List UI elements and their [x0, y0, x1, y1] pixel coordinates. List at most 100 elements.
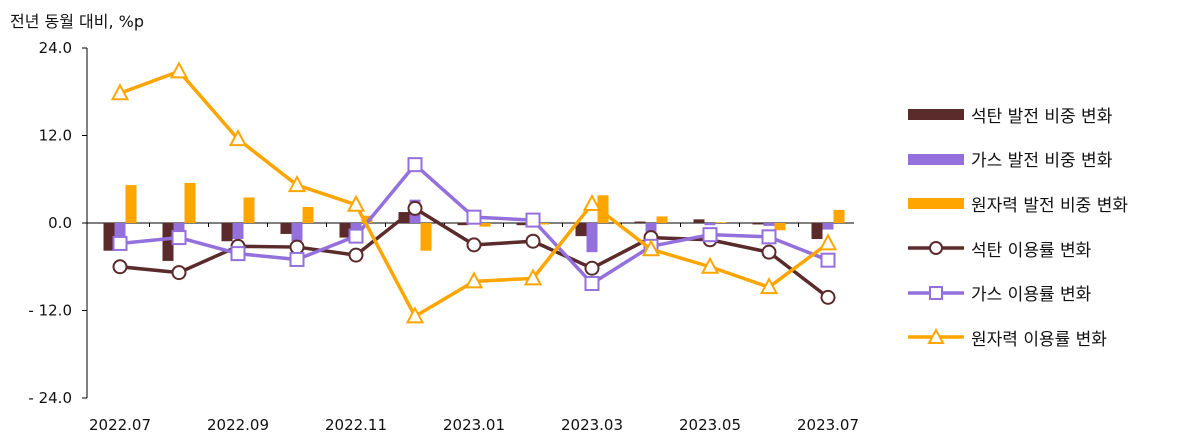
- data-point: [110, 83, 130, 101]
- data-point: [761, 229, 777, 245]
- data-point: [112, 259, 128, 275]
- bar: [634, 221, 646, 223]
- bar: [763, 223, 775, 226]
- bar: [656, 216, 668, 223]
- bar-series-group: [103, 182, 845, 261]
- legend-label: 석탄 이용률 변화: [971, 240, 1092, 261]
- y-tick-label: 0.0: [48, 214, 72, 232]
- legend-item-nuclear-util: 원자력 이용률 변화: [905, 315, 1128, 360]
- legend-label: 가스 이용률 변화: [971, 285, 1092, 306]
- legend-label: 가스 발전 비중 변화: [971, 151, 1113, 172]
- bar: [479, 223, 491, 227]
- bar: [361, 215, 373, 223]
- data-point: [466, 209, 482, 225]
- x-tick-label: 2023.05: [679, 416, 741, 434]
- data-point: [407, 157, 423, 173]
- x-tick-label: 2023.07: [797, 416, 859, 434]
- y-axis-unit-label: 전년 동월 대비, %p: [10, 12, 145, 31]
- x-tick-label: 2022.09: [207, 416, 269, 434]
- line-series-group: [110, 61, 838, 324]
- data-point: [289, 251, 305, 267]
- data-point: [523, 268, 543, 286]
- data-point: [761, 244, 777, 260]
- data-point: [348, 228, 364, 244]
- legend-label: 석탄 발전 비중 변화: [971, 106, 1113, 127]
- legend-label: 원자력 발전 비중 변화: [971, 195, 1128, 216]
- data-point: [820, 252, 836, 268]
- tick-labels: 24.0 12.0 0.0 - 12.0 - 24.0 2022.07 2022.09 202…: [28, 39, 859, 434]
- legend-swatch-bar: [908, 153, 964, 165]
- data-point: [584, 260, 600, 276]
- legend-swatch-bar: [908, 109, 964, 121]
- data-point: [289, 239, 305, 255]
- legend-item-gas-share: 가스 발전 비중 변화: [905, 137, 1128, 182]
- x-tick-label: 2023.03: [561, 416, 623, 434]
- bar: [833, 209, 845, 223]
- bar: [291, 223, 303, 242]
- data-point: [466, 237, 482, 253]
- bar: [538, 223, 550, 225]
- data-point: [582, 193, 602, 212]
- data-point: [464, 271, 484, 289]
- data-point: [348, 247, 364, 263]
- bar: [114, 223, 126, 237]
- bar: [715, 222, 727, 223]
- data-point: [641, 239, 661, 257]
- bar: [752, 223, 764, 225]
- data-point: [702, 227, 718, 243]
- y-tick-label: - 12.0: [28, 302, 72, 320]
- legend-label: 원자력 이용률 변화: [971, 329, 1107, 350]
- x-tick-label: 2022.07: [89, 416, 151, 434]
- bar: [774, 223, 786, 231]
- data-point: [700, 256, 720, 274]
- bar: [597, 195, 609, 223]
- x-tick-label: 2022.11: [325, 416, 387, 434]
- bar: [162, 223, 174, 261]
- bar: [457, 223, 469, 226]
- data-point: [171, 265, 187, 281]
- bar: [645, 223, 657, 232]
- bar: [693, 219, 705, 223]
- bar: [125, 185, 137, 223]
- y-tick-label: 12.0: [39, 127, 72, 145]
- data-point: [525, 212, 541, 228]
- legend-item-coal-util: 석탄 이용률 변화: [905, 226, 1128, 271]
- bar: [704, 223, 716, 226]
- bar: [302, 206, 314, 223]
- data-point: [525, 233, 541, 249]
- bar: [575, 223, 587, 237]
- legend-swatch-line-circle: [908, 241, 964, 256]
- x-tick-label: 2023.01: [443, 416, 505, 434]
- data-point: [820, 289, 836, 305]
- bar: [232, 223, 244, 240]
- bar: [103, 223, 115, 251]
- data-point: [169, 61, 189, 79]
- legend-item-coal-share: 석탄 발전 비중 변화: [905, 92, 1128, 137]
- data-point: [112, 235, 128, 251]
- bar: [811, 223, 823, 240]
- data-point: [407, 200, 423, 216]
- legend-swatch-line-square: [908, 285, 964, 300]
- bar: [516, 223, 528, 226]
- bar: [184, 182, 196, 223]
- bar: [221, 223, 233, 242]
- legend-item-gas-util: 가스 이용률 변화: [905, 270, 1128, 315]
- bar: [586, 223, 598, 253]
- data-point: [230, 246, 246, 262]
- data-point: [228, 129, 248, 147]
- legend-swatch-line-triangle: [908, 328, 964, 345]
- bar: [420, 223, 432, 251]
- data-point: [759, 277, 779, 295]
- legend-swatch-bar: [908, 198, 964, 210]
- legend: 석탄 발전 비중 변화 가스 발전 비중 변화 원자력 발전 비중 변화 석탄 …: [905, 92, 1128, 360]
- data-point: [171, 230, 187, 246]
- bar: [280, 223, 292, 234]
- y-tick-label: 24.0: [39, 39, 72, 57]
- data-point: [346, 194, 366, 212]
- data-point: [287, 174, 307, 193]
- data-point: [405, 306, 425, 324]
- data-point: [818, 233, 838, 251]
- y-tick-label: - 24.0: [28, 389, 72, 407]
- bar: [243, 197, 255, 223]
